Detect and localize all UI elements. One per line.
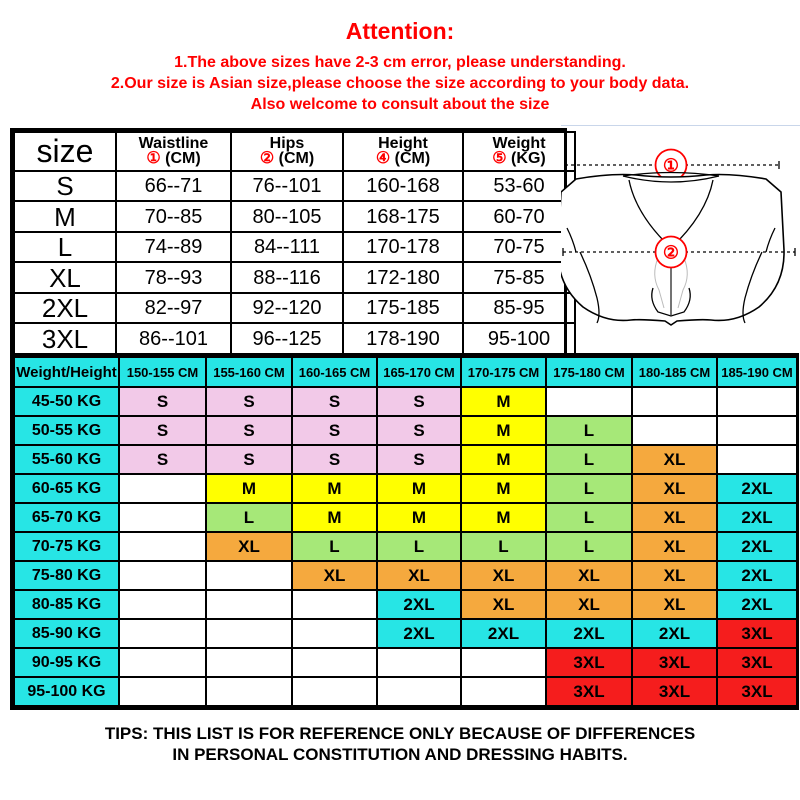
svg-text:②: ② xyxy=(663,243,679,263)
